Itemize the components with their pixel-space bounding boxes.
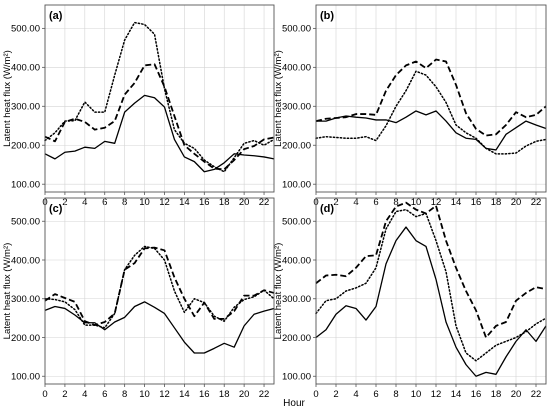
x-tick-label: 18: [219, 389, 230, 400]
y-tick-label: 100.00: [282, 180, 311, 191]
series-line-dashed: [316, 60, 546, 136]
y-tick-label: 400.00: [11, 255, 40, 266]
panel-label: (d): [320, 203, 334, 215]
series-line-dashed: [45, 64, 274, 169]
y-tick-label: 400.00: [282, 63, 311, 74]
y-tick-label: 300.00: [11, 102, 40, 113]
series-line-solid: [316, 111, 546, 150]
panel-label: (c): [49, 203, 63, 215]
x-tick-label: 4: [353, 389, 358, 400]
series-line-dotted: [45, 246, 274, 327]
x-tick-label: 6: [373, 389, 378, 400]
series-line-dashed: [316, 203, 546, 338]
x-tick-label: 20: [511, 389, 522, 400]
y-axis-label: Latent heat flux (W/m²): [2, 243, 13, 340]
panel-frame: [45, 5, 274, 192]
x-tick-label: 22: [259, 389, 270, 400]
y-tick-label: 300.00: [282, 294, 311, 305]
y-tick-label: 200.00: [11, 141, 40, 152]
x-tick-label: 6: [102, 389, 107, 400]
panel-label: (b): [320, 10, 334, 22]
x-tick-label: 0: [313, 389, 318, 400]
panel-d: 100.00 200.00 300.00 400.00 500.00 0 2 4 6 8 10 12 1…: [273, 198, 546, 400]
x-tick-label: 2: [333, 389, 338, 400]
y-axis-label: Latent heat flux (W/m²): [273, 243, 284, 340]
x-tick-label: 12: [431, 389, 442, 400]
x-tick-label: 4: [82, 389, 87, 400]
x-tick-label: 12: [159, 389, 170, 400]
x-tick-label: 20: [239, 389, 250, 400]
y-tick-label: 500.00: [11, 217, 40, 228]
y-tick-label: 500.00: [282, 24, 311, 35]
y-tick-label: 100.00: [282, 372, 311, 383]
x-tick-label: 14: [179, 389, 190, 400]
y-axis-label: Latent heat flux (W/m²): [2, 50, 13, 147]
series-line-dashed: [45, 248, 274, 326]
y-tick-label: 100.00: [11, 372, 40, 383]
panel-c: 100.00 200.00 300.00 400.00 500.00 0 2 4 6 8 10 12 1…: [2, 198, 274, 400]
x-tick-label: 8: [393, 389, 398, 400]
x-tick-label: 2: [62, 389, 67, 400]
x-tick-label: 14: [451, 389, 462, 400]
y-tick-label: 200.00: [11, 333, 40, 344]
y-tick-label: 400.00: [282, 255, 311, 266]
y-tick-label: 400.00: [11, 63, 40, 74]
panel-label: (a): [49, 10, 63, 22]
y-tick-label: 300.00: [282, 102, 311, 113]
y-axis-label: Latent heat flux (W/m²): [273, 50, 284, 147]
series-line-solid: [316, 227, 546, 376]
panel-frame: [316, 5, 546, 192]
y-tick-label: 200.00: [282, 333, 311, 344]
x-tick-label: 16: [199, 389, 210, 400]
x-tick-label: 10: [139, 389, 150, 400]
x-axis-label: Hour: [283, 398, 305, 409]
y-tick-label: 100.00: [11, 180, 40, 191]
y-tick-label: 300.00: [11, 294, 40, 305]
y-tick-label: 500.00: [282, 217, 311, 228]
x-tick-label: 18: [491, 389, 502, 400]
series-line-dotted: [316, 210, 546, 361]
x-tick-label: 22: [531, 389, 542, 400]
y-tick-label: 200.00: [282, 141, 311, 152]
x-tick-label: 16: [471, 389, 482, 400]
x-tick-label: 10: [411, 389, 422, 400]
series-line-solid: [45, 302, 274, 353]
panel-frame: [45, 198, 274, 384]
x-tick-label: 0: [42, 389, 47, 400]
x-tick-label: 8: [122, 389, 127, 400]
y-tick-label: 500.00: [11, 24, 40, 35]
series-line-solid: [45, 95, 274, 171]
panels-root: 100.00 200.00 300.00 400.00 500.00 0 2 4 6 8 10 12 1…: [2, 5, 546, 400]
